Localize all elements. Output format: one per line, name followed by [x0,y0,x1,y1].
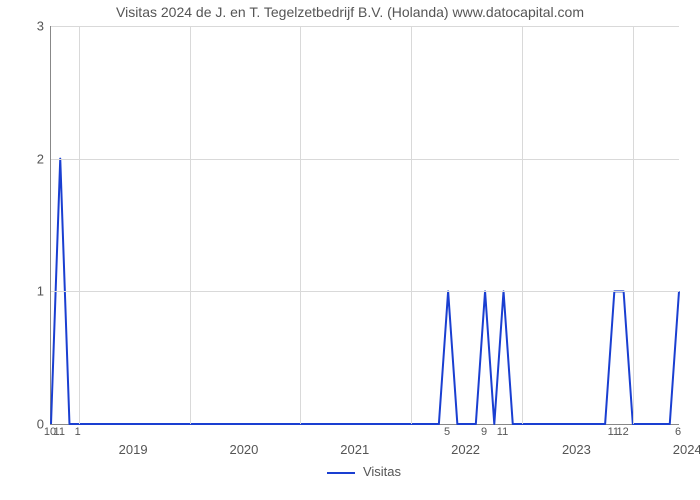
xtick-month: 5 [444,426,450,438]
ytick-label: 1 [28,284,44,299]
gridline-h [51,159,679,160]
plot-area [50,26,679,425]
chart-title: Visitas 2024 de J. en T. Tegelzetbedrijf… [0,4,700,20]
chart-container: { "chart": { "type": "line", "title": "V… [0,0,700,500]
ytick-label: 3 [28,19,44,34]
legend-label: Visitas [363,464,401,479]
gridline-v [633,26,634,424]
xtick-year: 2022 [451,442,480,457]
xtick-year: 2021 [340,442,369,457]
xtick-month: 12 [616,426,628,438]
xtick-year: 2023 [562,442,591,457]
ytick-label: 2 [28,151,44,166]
gridline-v [79,26,80,424]
line-series [51,26,679,424]
xtick-year: 2024 [673,442,700,457]
xtick-month: 9 [481,426,487,438]
gridline-h [51,291,679,292]
gridline-v [300,26,301,424]
xtick-year: 2020 [229,442,258,457]
legend: Visitas [50,464,678,479]
xtick-month: 6 [675,426,681,438]
xtick-year: 2019 [119,442,148,457]
gridline-v [190,26,191,424]
gridline-v [411,26,412,424]
gridline-h [51,26,679,27]
xtick-month: 11 [497,426,508,438]
ytick-label: 0 [28,417,44,432]
xtick-month: 11 [54,426,65,438]
gridline-v [522,26,523,424]
legend-swatch [327,472,355,474]
xtick-month: 1 [75,426,81,438]
